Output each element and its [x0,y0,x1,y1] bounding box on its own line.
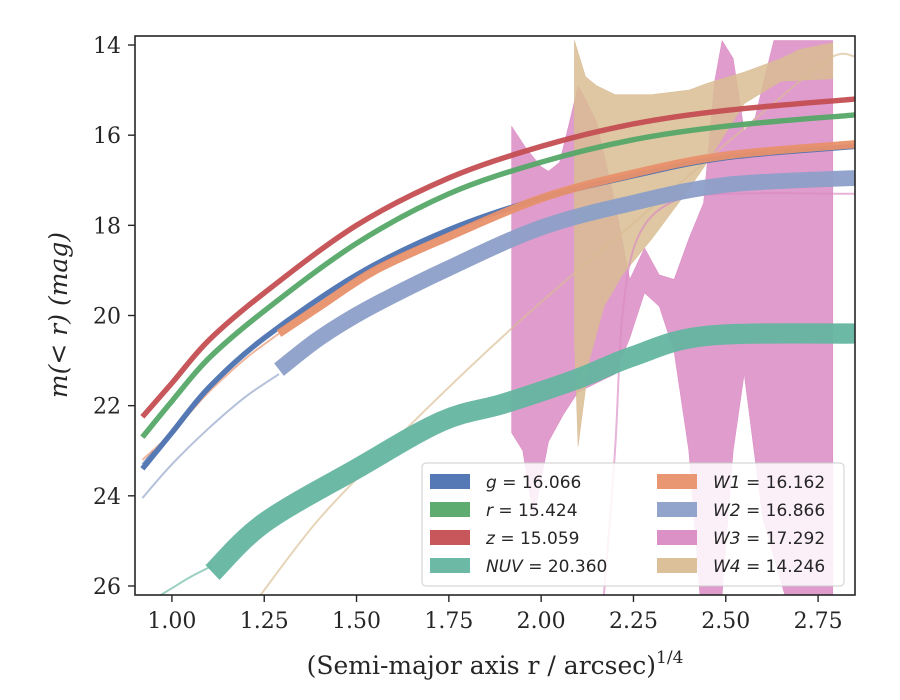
series-nuv [205,323,855,580]
y-tick-label: 26 [93,575,121,600]
y-tick-label: 14 [93,34,121,59]
legend-label-w3: W3 = 17.292 [713,529,825,549]
legend-swatch-w3 [657,530,697,545]
y-tick-label: 24 [93,485,121,510]
legend: g = 16.066 r = 15.424 z = 15.059 NUV = 20.3… [421,462,845,587]
legend-label-w2: W2 = 16.866 [713,501,825,521]
x-axis-label-text: (Semi-major axis r / arcsec) [307,651,656,680]
legend-swatch-w2 [657,502,697,517]
legend-swatch-r [430,502,470,517]
series-w1 [276,140,855,337]
y-tick-label: 20 [93,305,121,330]
series-z [140,96,855,419]
legend-label-w4: W4 = 14.246 [713,557,825,577]
x-tick-label: 1.00 [147,609,196,634]
x-axis: 1.00 1.25 1.50 1.75 2.00 2.25 2.50 2.75 [147,595,843,634]
y-tick-label: 22 [93,395,121,420]
x-tick-label: 2.00 [517,609,566,634]
legend-label-r: r = 15.424 [486,501,578,521]
series-r [140,112,855,439]
series-layer [140,96,855,580]
legend-label-z: z = 15.059 [485,529,579,549]
x-tick-label: 1.50 [332,609,381,634]
x-tick-label: 2.25 [609,609,658,634]
legend-swatch-z [430,530,470,545]
x-tick-label: 2.75 [794,609,843,634]
y-axis-label: m(< r) (mag) [44,232,73,398]
y-tick-label: 18 [93,214,121,239]
faint-curve-w2 [141,373,280,499]
x-tick-label: 1.25 [240,609,289,634]
legend-label-g: g = 16.066 [486,473,581,493]
x-axis-label: (Semi-major axis r / arcsec)1/4 [307,648,684,680]
region-w4 [574,40,834,447]
legend-swatch-g [430,474,470,489]
y-axis: 14 16 18 20 22 24 26 [93,34,135,600]
series-w2 [274,170,855,376]
legend-label-nuv: NUV = 20.360 [486,557,607,577]
y-tick-label: 16 [93,124,121,149]
x-tick-label: 2.50 [701,609,750,634]
legend-swatch-nuv [430,558,470,573]
legend-label-w1: W1 = 16.162 [713,473,825,493]
x-tick-label: 1.75 [424,609,473,634]
x-axis-label-exponent: 1/4 [656,648,683,668]
legend-box [421,462,845,587]
legend-swatch-w4 [657,558,697,573]
legend-swatch-w1 [657,474,697,489]
